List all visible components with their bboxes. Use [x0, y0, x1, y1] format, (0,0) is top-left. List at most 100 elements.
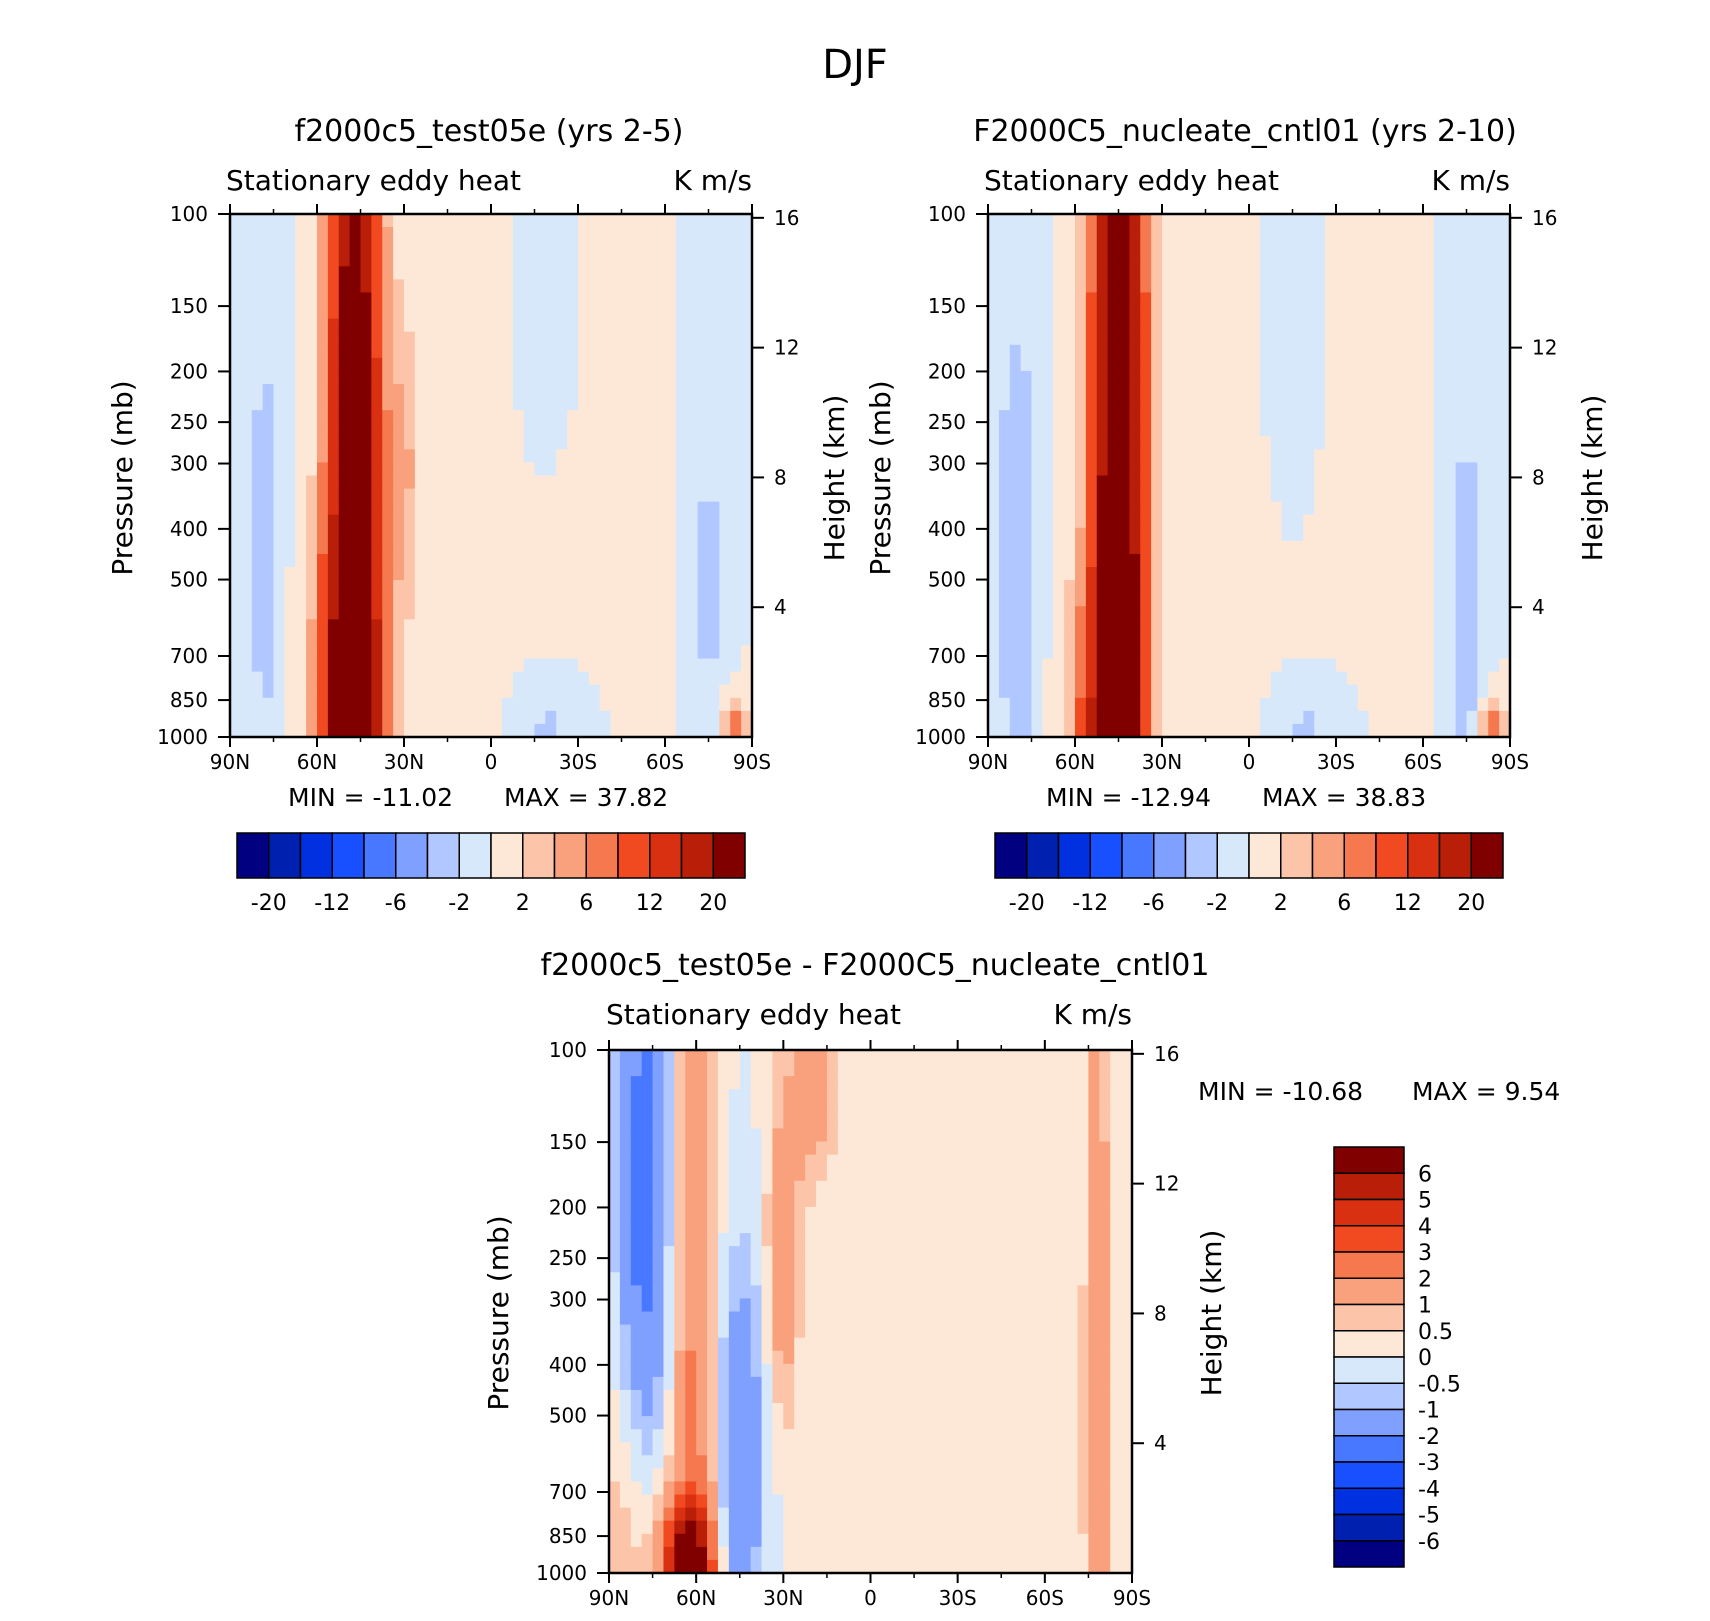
field-cell [663, 1142, 675, 1156]
field-cell [1206, 580, 1217, 594]
field-cell [502, 449, 513, 463]
field-cell [502, 698, 513, 712]
field-cell [1380, 214, 1391, 228]
field-cell [1423, 397, 1434, 411]
field-cell [1184, 358, 1195, 372]
field-cell [653, 1547, 665, 1561]
field-cell [1162, 384, 1173, 398]
field-cell [252, 476, 263, 490]
field-cell [1358, 580, 1369, 594]
field-cell [1021, 502, 1032, 516]
field-cell [730, 292, 741, 306]
field-cell [491, 554, 502, 568]
field-cell [252, 659, 263, 673]
field-cell [1380, 279, 1391, 293]
field-cell [1151, 698, 1162, 712]
field-cell [805, 1168, 817, 1182]
field-cell [502, 476, 513, 490]
field-cell [578, 292, 589, 306]
field-cell [524, 593, 535, 607]
field-cell [1086, 632, 1097, 646]
field-cell [1390, 659, 1401, 673]
field-cell [513, 659, 524, 673]
field-cell [1336, 541, 1347, 555]
field-cell [1293, 358, 1304, 372]
field-cell [1271, 397, 1282, 411]
field-cell [252, 645, 263, 659]
field-cell [1477, 423, 1488, 437]
field-cell [1271, 240, 1282, 254]
field-cell [988, 332, 999, 346]
field-cell [1151, 371, 1162, 385]
field-cell [513, 698, 524, 712]
field-cell [740, 1063, 752, 1077]
field-cell [609, 1416, 621, 1430]
field-cell [709, 502, 720, 516]
field-cell [762, 1246, 774, 1260]
field-cell [415, 476, 426, 490]
field-cell [762, 1233, 774, 1247]
field-cell [1477, 659, 1488, 673]
field-cell [609, 1390, 621, 1404]
field-cell [1206, 659, 1217, 673]
field-cell [556, 436, 567, 450]
field-cell [578, 345, 589, 359]
field-cell [1336, 619, 1347, 633]
field-cell [589, 292, 600, 306]
field-cell [284, 632, 295, 646]
field-cell [1206, 554, 1217, 568]
field-cell [730, 397, 741, 411]
field-cell [707, 1481, 719, 1495]
field-cell [643, 358, 654, 372]
field-cell [491, 319, 502, 333]
field-cell [545, 449, 556, 463]
field-cell [1467, 554, 1478, 568]
field-cell [382, 645, 393, 659]
field-cell [295, 554, 306, 568]
field-cell [1456, 606, 1467, 620]
field-cell [687, 489, 698, 503]
field-cell [1282, 711, 1293, 725]
field-cell [642, 1521, 654, 1535]
field-cell [1206, 306, 1217, 320]
field-cell [783, 1429, 795, 1443]
field-cell [371, 580, 382, 594]
field-cell [730, 410, 741, 424]
field-cell [643, 632, 654, 646]
field-cell [1064, 593, 1075, 607]
field-cell [1064, 541, 1075, 555]
field-cell [556, 371, 567, 385]
field-cell [674, 1481, 686, 1495]
field-cell [1336, 240, 1347, 254]
field-cell [469, 279, 480, 293]
field-cell [1195, 345, 1206, 359]
field-cell [1271, 214, 1282, 228]
field-cell [849, 1351, 861, 1365]
field-cell [674, 1246, 686, 1260]
field-cell [685, 1364, 697, 1378]
field-cell [241, 659, 252, 673]
field-cell [632, 266, 643, 280]
field-cell [740, 1481, 752, 1495]
field-cell [1238, 214, 1249, 228]
field-cell [502, 462, 513, 476]
field-cell [653, 1338, 665, 1352]
field-cell [426, 384, 437, 398]
field-cell [535, 593, 546, 607]
field-cell [707, 1416, 719, 1430]
field-cell [339, 711, 350, 725]
field-cell [1456, 593, 1467, 607]
field-cell [719, 227, 730, 241]
field-cell [794, 1364, 806, 1378]
field-cell [620, 1377, 632, 1391]
field-cell [685, 1390, 697, 1404]
field-cell [1282, 528, 1293, 542]
colorbar-label: -12 [314, 891, 350, 916]
field-cell [999, 541, 1010, 555]
field-cell [709, 266, 720, 280]
field-cell [524, 645, 535, 659]
field-cell [1021, 515, 1032, 529]
field-cell [1064, 253, 1075, 267]
field-cell [339, 567, 350, 581]
field-cell [663, 1128, 675, 1142]
